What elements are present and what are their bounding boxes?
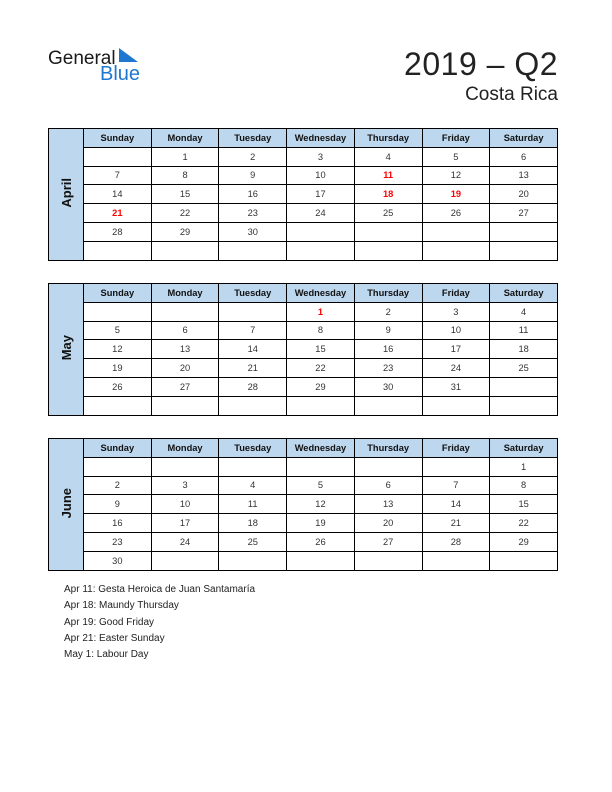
svg-text:Blue: Blue (100, 63, 140, 85)
